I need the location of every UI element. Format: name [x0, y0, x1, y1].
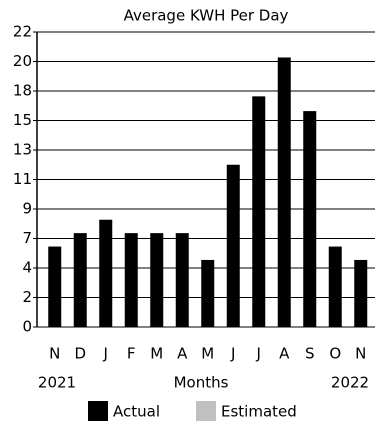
bar [303, 111, 317, 327]
y-tick-label: 22 [13, 23, 32, 41]
x-tick-label: J [103, 345, 108, 363]
y-tick-label: 20 [13, 52, 32, 70]
y-tick-label: 0 [22, 318, 32, 336]
bar [277, 57, 291, 328]
x-tick-label: D [74, 345, 86, 363]
y-tick-label: 2 [22, 288, 32, 306]
x-tick-label: J [230, 345, 235, 363]
legend-swatch [196, 401, 216, 421]
x-tick-label: M [150, 345, 163, 363]
legend-label: Actual [113, 403, 160, 421]
legend-swatch [88, 401, 108, 421]
x-tick-label: S [305, 345, 315, 363]
chart-title: Average KWH Per Day [124, 7, 289, 25]
x-tick-label: O [329, 345, 341, 363]
y-tick-label: 15 [13, 111, 32, 129]
bar [150, 233, 164, 327]
bar [48, 246, 62, 327]
bar [201, 259, 215, 327]
x-axis-title: Months [174, 374, 229, 392]
bar [354, 259, 368, 327]
legend-label: Estimated [221, 403, 297, 421]
y-tick-label: 13 [13, 141, 32, 159]
bar [226, 164, 240, 327]
y-tick-label: 4 [22, 259, 32, 277]
x-tick-label: M [201, 345, 214, 363]
bar [175, 233, 189, 327]
y-tick-label: 7 [22, 229, 32, 247]
x-tick-label: N [355, 345, 366, 363]
x-tick-label: A [177, 345, 188, 363]
y-tick-label: 11 [13, 170, 32, 188]
y-tick-label: 9 [22, 200, 32, 218]
y-tick-label: 18 [13, 82, 32, 100]
bar [73, 233, 87, 327]
x-tick-label: A [279, 345, 290, 363]
bar [252, 96, 266, 327]
bar [328, 246, 342, 327]
x-tick-label: N [49, 345, 60, 363]
bar [124, 233, 138, 327]
x-tick-label: F [127, 345, 136, 363]
x-end-label: 2022 [331, 374, 369, 392]
bar [99, 219, 113, 327]
x-start-label: 2021 [38, 374, 76, 392]
x-tick-label: J [256, 345, 261, 363]
